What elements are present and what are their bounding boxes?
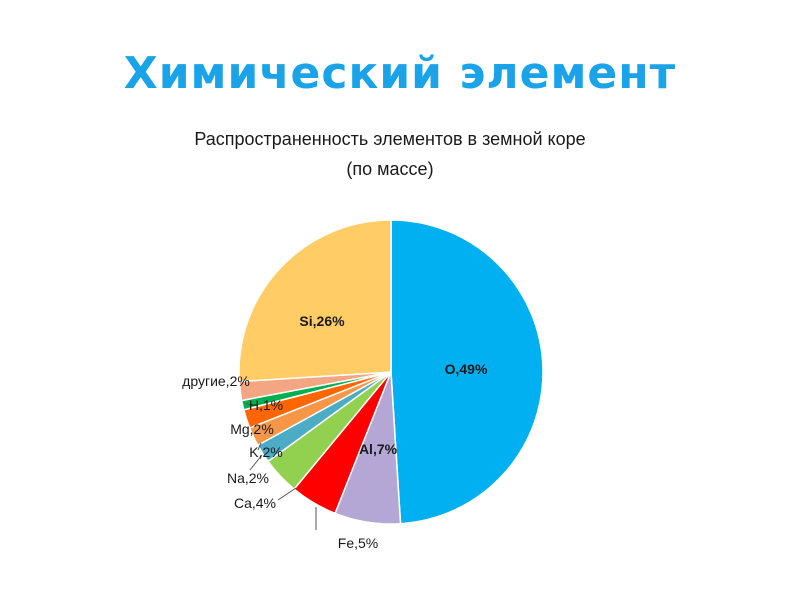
pie-label-al: Al,7% bbox=[359, 441, 398, 457]
leader-line-h bbox=[245, 402, 251, 406]
pie-slice-si bbox=[238, 219, 392, 383]
pie-slice-o bbox=[390, 219, 544, 525]
chart-title-line-1: Распространенность элементов в земной ко… bbox=[194, 129, 585, 149]
pie-label-h: H,1% bbox=[249, 397, 283, 413]
pie-label-другие: другие,2% bbox=[182, 373, 250, 389]
pie-label-k: K,2% bbox=[249, 444, 282, 460]
pie-label-mg: Mg,2% bbox=[230, 421, 274, 437]
pie-label-na: Na,2% bbox=[227, 470, 269, 486]
leader-line-na bbox=[249, 454, 263, 471]
pie-labels: O,49% Al,7% Fe,5% Ca,4% Na,2% K,2% Mg,2% H,1% др… bbox=[182, 313, 488, 551]
pie-label-si: Si,26% bbox=[299, 313, 345, 329]
pie-label-fe: Fe,5% bbox=[338, 535, 378, 551]
leader-lines bbox=[245, 402, 317, 530]
leader-line-ca bbox=[277, 487, 297, 501]
slide-title: Химический элемент bbox=[123, 48, 677, 99]
pie-label-ca: Ca,4% bbox=[234, 495, 276, 511]
pie-label-o: O,49% bbox=[445, 361, 488, 377]
pie-slices bbox=[238, 219, 544, 525]
leader-line-k bbox=[257, 442, 262, 451]
chart-title-line-2: (по массе) bbox=[346, 159, 433, 179]
